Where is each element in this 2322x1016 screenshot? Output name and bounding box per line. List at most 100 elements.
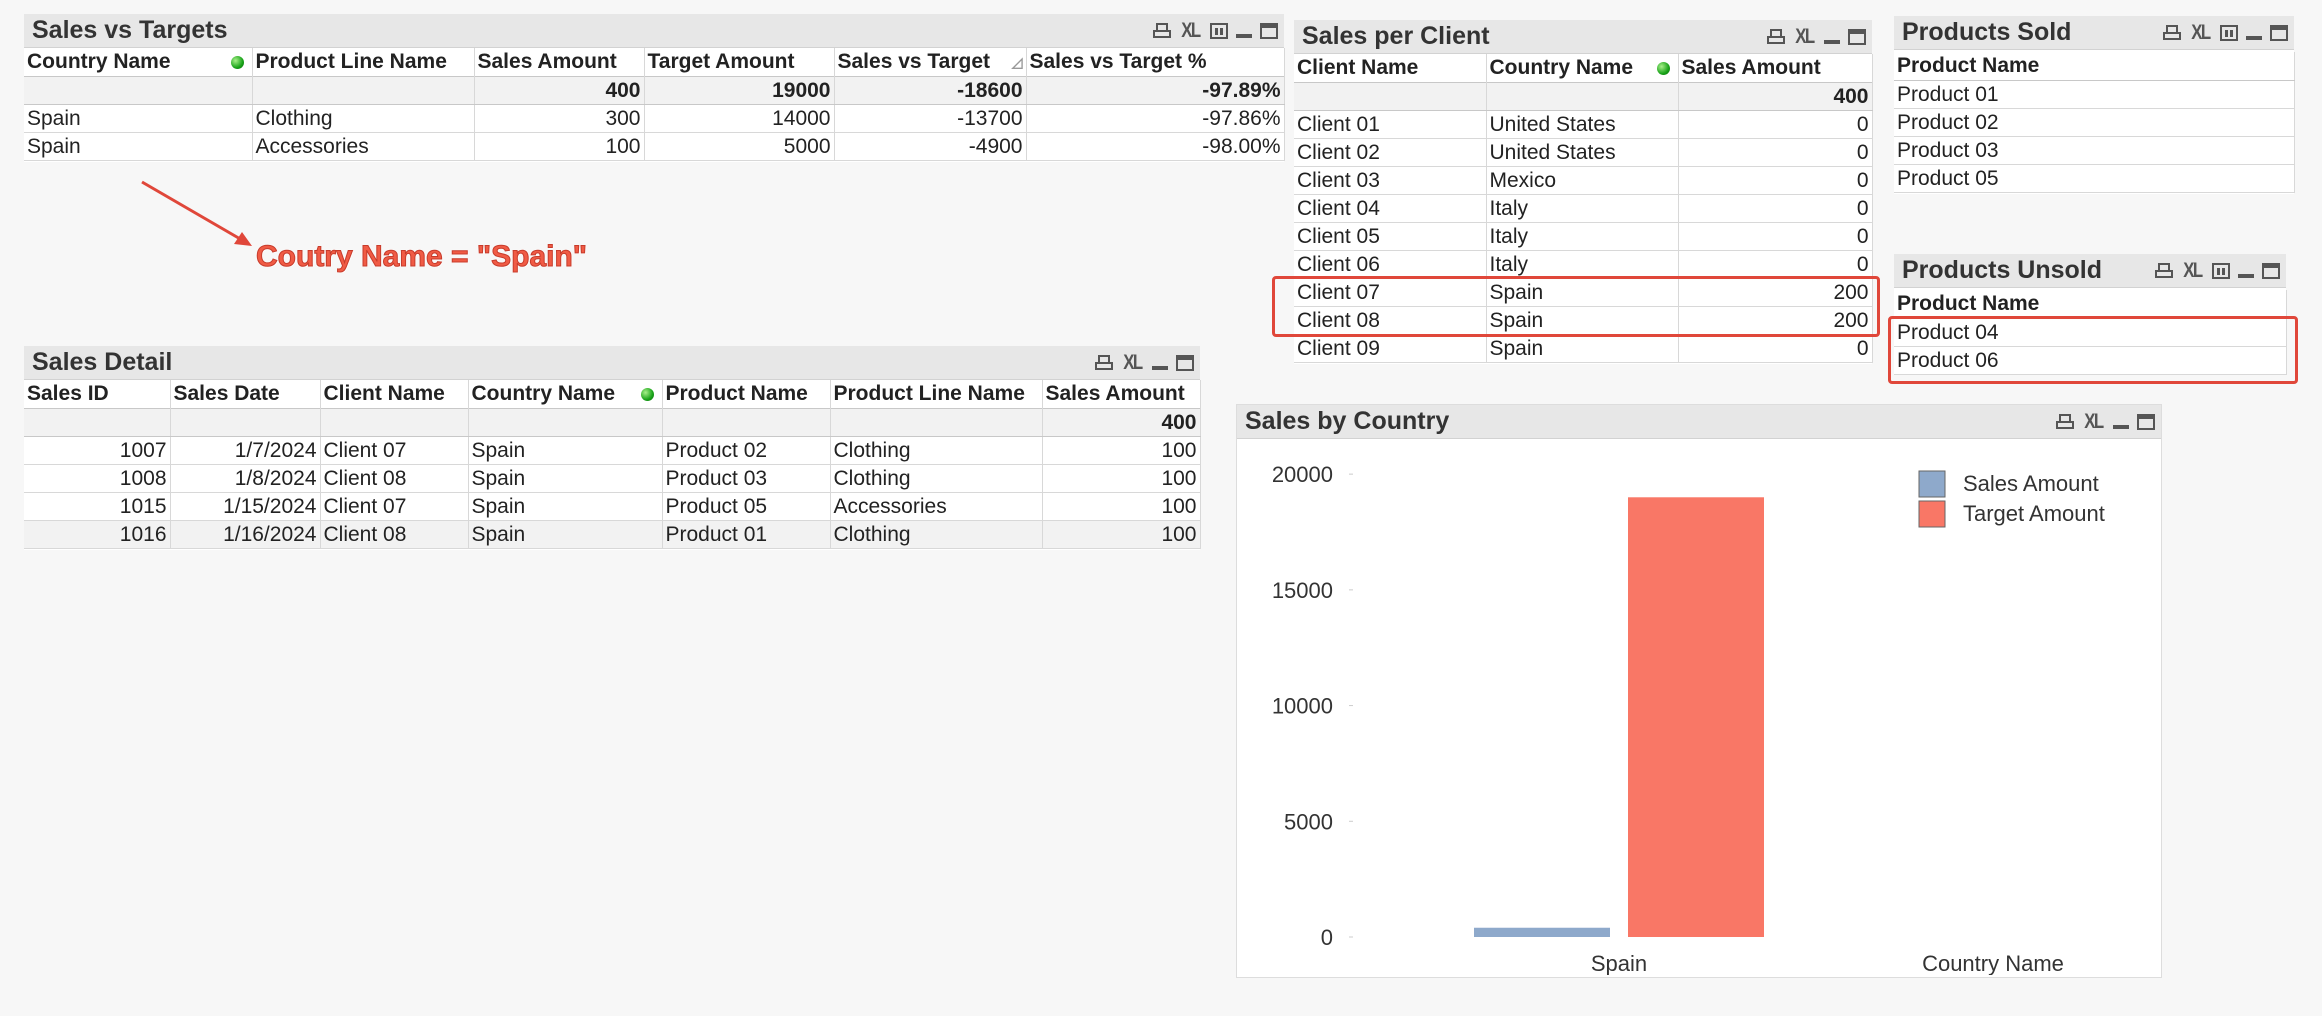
table-cell[interactable]: Clothing (252, 104, 475, 133)
table-cell[interactable]: 1/8/2024 (170, 464, 321, 493)
table-row[interactable]: Client 05 Italy 0 (1294, 222, 1873, 251)
table-cell[interactable]: Client 07 (1294, 278, 1487, 307)
table-cell[interactable]: Client 08 (1294, 306, 1487, 335)
excel-export-icon[interactable]: XL (2191, 21, 2211, 44)
table-cell[interactable]: Client 08 (320, 464, 469, 493)
list-item[interactable]: Product 04 (1894, 318, 2287, 347)
table-cell[interactable]: Client 04 (1294, 194, 1487, 223)
table-cell[interactable]: Product 03 (662, 464, 831, 493)
table-cell[interactable]: Product 01 (662, 520, 831, 549)
table-cell[interactable]: Mexico (1486, 166, 1679, 195)
table-cell[interactable]: Client 07 (320, 436, 469, 465)
table-cell[interactable]: Spain (24, 104, 253, 133)
table-cell[interactable]: United States (1486, 138, 1679, 167)
column-header[interactable]: Sales Date (170, 380, 321, 409)
column-header[interactable]: Country Name (24, 48, 253, 77)
table-cell[interactable]: Spain (468, 520, 663, 549)
minimize-icon[interactable] (2113, 424, 2129, 429)
table-row[interactable]: Client 03 Mexico 0 (1294, 166, 1873, 195)
minimize-icon[interactable] (1152, 365, 1168, 370)
minimize-icon[interactable] (1236, 33, 1252, 38)
table-cell[interactable]: Client 01 (1294, 110, 1487, 139)
column-header[interactable]: Target Amount (644, 48, 835, 77)
print-icon[interactable] (1095, 354, 1114, 371)
table-cell[interactable]: Product 04 (1894, 318, 2287, 347)
table-cell[interactable]: Client 02 (1294, 138, 1487, 167)
table-cell[interactable]: Spain (1486, 334, 1679, 363)
excel-export-icon[interactable]: XL (1123, 351, 1143, 374)
table-cell[interactable]: Client 09 (1294, 334, 1487, 363)
column-header[interactable]: Product Name (1894, 52, 2295, 81)
maximize-icon[interactable] (1176, 354, 1194, 371)
table-row[interactable]: 1015 1/15/2024 Client 07 Spain Product 0… (24, 492, 1201, 521)
excel-export-icon[interactable]: XL (1795, 25, 1815, 48)
maximize-icon[interactable] (2137, 413, 2155, 430)
excel-export-icon[interactable]: XL (2084, 410, 2104, 433)
column-header[interactable]: Product Name (662, 380, 831, 409)
table-cell[interactable]: Client 03 (1294, 166, 1487, 195)
table-row[interactable]: Client 06 Italy 0 (1294, 250, 1873, 279)
column-header[interactable]: Client Name (320, 380, 469, 409)
table-cell[interactable]: Italy (1486, 194, 1679, 223)
print-icon[interactable] (1767, 28, 1786, 45)
table-cell[interactable]: Product 06 (1894, 346, 2287, 375)
maximize-icon[interactable] (2270, 24, 2288, 41)
table-cell[interactable]: Client 08 (320, 520, 469, 549)
column-header[interactable]: Product Name (1894, 290, 2287, 319)
table-cell[interactable]: Clothing (830, 464, 1043, 493)
minimize-icon[interactable] (2246, 35, 2262, 40)
chart-icon[interactable] (1210, 22, 1228, 39)
table-row[interactable]: Spain Accessories 100 5000 -4900 -98.00% (24, 132, 1285, 161)
table-cell[interactable]: Spain (24, 132, 253, 161)
table-cell[interactable]: Spain (468, 464, 663, 493)
print-icon[interactable] (2056, 413, 2075, 430)
table-row[interactable]: Client 09 Spain 0 (1294, 334, 1873, 363)
column-header[interactable]: Sales ID (24, 380, 171, 409)
list-item[interactable]: Product 05 (1894, 164, 2295, 193)
table-row[interactable]: 1016 1/16/2024 Client 08 Spain Product 0… (24, 520, 1201, 549)
maximize-icon[interactable] (1260, 22, 1278, 39)
print-icon[interactable] (1153, 22, 1172, 39)
column-header[interactable]: Product Line Name (252, 48, 475, 77)
table-cell[interactable]: Accessories (830, 492, 1043, 521)
table-cell[interactable]: 1/7/2024 (170, 436, 321, 465)
table-cell[interactable]: Clothing (830, 520, 1043, 549)
excel-export-icon[interactable]: XL (1181, 19, 1201, 42)
table-cell[interactable]: Italy (1486, 250, 1679, 279)
table-cell[interactable]: Product 02 (1894, 108, 2295, 137)
table-cell[interactable]: Spain (1486, 306, 1679, 335)
column-header[interactable]: Sales vs Target ◿ (834, 48, 1027, 77)
print-icon[interactable] (2163, 24, 2182, 41)
column-header[interactable]: Country Name (468, 380, 663, 409)
list-item[interactable]: Product 01 (1894, 80, 2295, 109)
table-cell[interactable]: 1/16/2024 (170, 520, 321, 549)
maximize-icon[interactable] (1848, 28, 1866, 45)
table-cell[interactable]: Client 05 (1294, 222, 1487, 251)
minimize-icon[interactable] (2238, 273, 2254, 278)
maximize-icon[interactable] (2262, 262, 2280, 279)
table-cell[interactable]: 1016 (24, 520, 171, 549)
table-cell[interactable]: Product 05 (662, 492, 831, 521)
column-header[interactable]: Sales Amount (474, 48, 645, 77)
minimize-icon[interactable] (1824, 39, 1840, 44)
table-row[interactable]: 1007 1/7/2024 Client 07 Spain Product 02… (24, 436, 1201, 465)
column-header[interactable]: Sales vs Target % (1026, 48, 1285, 77)
list-item[interactable]: Product 02 (1894, 108, 2295, 137)
column-header[interactable]: Sales Amount (1678, 54, 1873, 83)
list-item[interactable]: Product 06 (1894, 346, 2287, 375)
table-cell[interactable]: Spain (468, 492, 663, 521)
table-row[interactable]: Spain Clothing 300 14000 -13700 -97.86% (24, 104, 1285, 133)
column-header[interactable]: Product Line Name (830, 380, 1043, 409)
table-cell[interactable]: 1/15/2024 (170, 492, 321, 521)
column-header[interactable]: Country Name (1486, 54, 1679, 83)
column-header[interactable]: Sales Amount (1042, 380, 1201, 409)
column-header[interactable]: Client Name (1294, 54, 1487, 83)
chart-icon[interactable] (2220, 24, 2238, 41)
chart-icon[interactable] (2212, 262, 2230, 279)
table-cell[interactable]: Client 06 (1294, 250, 1487, 279)
table-cell[interactable]: United States (1486, 110, 1679, 139)
table-cell[interactable]: Accessories (252, 132, 475, 161)
table-cell[interactable]: 1007 (24, 436, 171, 465)
table-row[interactable]: Client 02 United States 0 (1294, 138, 1873, 167)
table-cell[interactable]: Spain (1486, 278, 1679, 307)
